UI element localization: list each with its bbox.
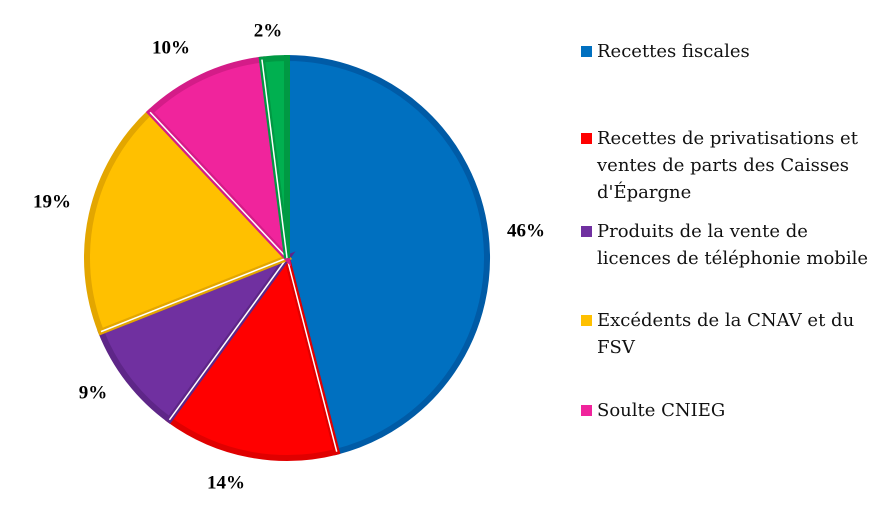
- legend-item-licences-telephonie: Produits de la vente de licences de télé…: [581, 218, 881, 272]
- legend-swatch-excedents-cnav: [581, 315, 592, 326]
- pie-slice-separator: [168, 257, 288, 421]
- pie-slice-separator: [261, 59, 288, 259]
- legend-label-licences-telephonie: Produits de la vente de licences de télé…: [597, 221, 868, 269]
- pie-slice-5: [145, 56, 292, 267]
- legend-item-privatisations: Recettes de privatisations et ventes de …: [581, 125, 881, 206]
- pie-slice-3: [97, 251, 296, 424]
- pie-data-label-3: 9%: [79, 382, 108, 403]
- pie-data-label-2: 14%: [207, 472, 245, 493]
- legend-item-soulte-cnieg: Soulte CNIEG: [581, 397, 881, 424]
- pie-slice-2: [165, 251, 341, 461]
- legend-label-privatisations: Recettes de privatisations et ventes de …: [597, 128, 858, 203]
- pie-data-labels: 46% 14% 9% 19% 10% 2%: [33, 20, 545, 493]
- pie-chart: 46% 14% 9% 19% 10% 2%: [33, 20, 545, 493]
- legend-label-excedents-cnav: Excédents de la CNAV et du FSV: [597, 310, 855, 358]
- legend-swatch-recettes-fiscales: [581, 46, 592, 57]
- legend-item-excedents-cnav: Excédents de la CNAV et du FSV: [581, 307, 881, 361]
- legend-label-soulte-cnieg: Soulte CNIEG: [597, 400, 726, 421]
- pie-slices: [84, 54, 491, 461]
- legend-item-recettes-fiscales: Recettes fiscales: [581, 38, 881, 65]
- pie-data-label-4: 19%: [33, 191, 71, 212]
- legend-swatch-licences-telephonie: [581, 226, 592, 237]
- legend-swatch-privatisations: [581, 133, 592, 144]
- pie-slice-separator: [286, 257, 338, 452]
- pie-data-label-1: 46%: [507, 220, 545, 241]
- pie-slice-1: [284, 54, 491, 456]
- pie-slice-4: [84, 107, 293, 336]
- legend-label-recettes-fiscales: Recettes fiscales: [597, 41, 750, 62]
- legend-swatch-soulte-cnieg: [581, 405, 592, 416]
- pie-data-label-6: 2%: [254, 20, 283, 41]
- pie-slice-separator: [100, 257, 288, 333]
- pie-slice-separator: [149, 111, 288, 259]
- pie-data-label-5: 10%: [152, 37, 190, 58]
